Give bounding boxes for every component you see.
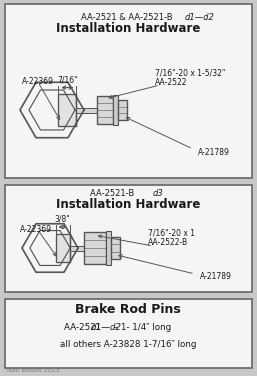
- Text: A-22369: A-22369: [20, 225, 52, 234]
- Text: A-21789: A-21789: [200, 272, 232, 281]
- Text: – 1- 1/4″ long: – 1- 1/4″ long: [111, 323, 171, 332]
- Bar: [84, 232, 106, 264]
- Text: all others A-23828 1-7/16″ long: all others A-23828 1-7/16″ long: [60, 340, 196, 349]
- Text: A-22369: A-22369: [22, 77, 54, 86]
- Text: AA-2522-B: AA-2522-B: [148, 238, 188, 247]
- Text: Installation Hardware: Installation Hardware: [56, 22, 200, 35]
- Bar: [76, 108, 102, 112]
- Bar: [106, 231, 111, 265]
- Bar: [70, 246, 88, 250]
- Text: 7/16": 7/16": [57, 76, 78, 85]
- Bar: [113, 95, 118, 126]
- Text: 3/8": 3/8": [55, 215, 70, 224]
- Bar: [111, 237, 120, 259]
- Text: AA-2521: AA-2521: [64, 323, 104, 332]
- Text: AA-2521 & AA-2521-B: AA-2521 & AA-2521-B: [81, 13, 175, 22]
- Text: A-21789: A-21789: [198, 148, 230, 157]
- Bar: [118, 100, 127, 120]
- Text: d3: d3: [153, 189, 163, 198]
- Bar: [5, 299, 252, 368]
- Text: Neil Wilson 2023: Neil Wilson 2023: [7, 368, 60, 373]
- Text: d1—d2: d1—d2: [91, 323, 122, 332]
- Bar: [5, 185, 252, 292]
- Text: Installation Hardware: Installation Hardware: [56, 198, 200, 211]
- Bar: [58, 94, 76, 126]
- Bar: [97, 96, 113, 124]
- Bar: [5, 4, 252, 178]
- Text: d1—d2: d1—d2: [185, 13, 215, 22]
- Text: 7/16"-20 x 1-5/32": 7/16"-20 x 1-5/32": [155, 68, 225, 77]
- Bar: [56, 234, 70, 262]
- Text: AA-2522: AA-2522: [155, 78, 188, 87]
- Text: AA-2521-B: AA-2521-B: [89, 189, 136, 198]
- Text: 7/16"-20 x 1: 7/16"-20 x 1: [148, 228, 195, 237]
- Text: Brake Rod Pins: Brake Rod Pins: [75, 303, 181, 316]
